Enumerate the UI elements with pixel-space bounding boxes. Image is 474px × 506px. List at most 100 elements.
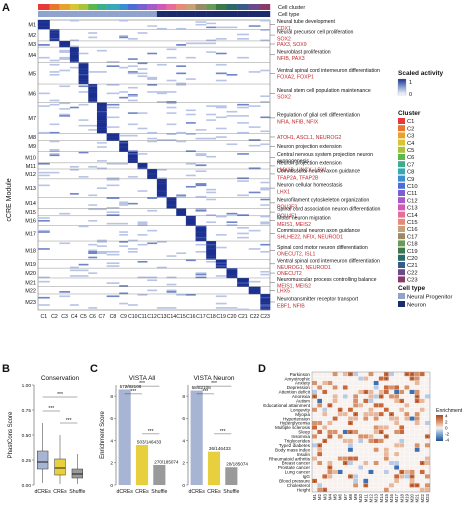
gwas-cell [332, 407, 338, 413]
gwas-cell [317, 407, 323, 413]
cluster-label-C17: C17 [196, 314, 206, 320]
gwas-cell [404, 465, 410, 470]
module-label-M13: M13 [25, 186, 36, 192]
barchart-ytick-label: 8 [110, 394, 113, 400]
heat-cell [49, 140, 60, 143]
gwas-cell [352, 469, 359, 475]
gwas-cell [322, 389, 328, 395]
gwas-cell [352, 425, 359, 430]
heat-cell [156, 183, 167, 185]
gwas-row-label: Insulin [297, 452, 311, 457]
gwas-row-label: Autism [296, 398, 310, 403]
heat-cell [69, 48, 79, 51]
gwas-cell [378, 407, 384, 413]
heat-cell [206, 258, 217, 260]
heat-cell [127, 86, 138, 89]
gwas-cell [337, 398, 343, 404]
heat-cell [38, 25, 50, 27]
annotation-genes: LHX1 [277, 189, 290, 195]
heat-cell [215, 260, 227, 263]
heat-cell [38, 276, 50, 279]
gwas-cell [388, 420, 395, 426]
heat-cell [49, 35, 60, 37]
gwas-cell [373, 389, 379, 395]
gwas-cell [388, 425, 395, 430]
heat-cell [49, 131, 60, 134]
heat-cell [106, 126, 120, 128]
heat-cell [185, 150, 196, 152]
heat-cell [147, 289, 158, 292]
boxplot-sig-label: *** [57, 392, 63, 398]
heat-cell [237, 122, 249, 124]
gwas-cell [311, 376, 318, 382]
heat-cell [226, 307, 238, 309]
gwas-cell [393, 465, 400, 470]
barchart-ytick-label: 2 [110, 461, 113, 467]
gwas-cell [388, 376, 395, 382]
gwas-cell [363, 465, 369, 470]
heat-cell [147, 91, 158, 93]
heat-cell [88, 85, 98, 88]
heat-cell [96, 102, 107, 105]
celltype-legend-title: Cell type [398, 285, 425, 292]
cluster-legend-swatch-C10 [398, 182, 405, 189]
gwas-cell [358, 394, 364, 399]
heat-cell [96, 126, 107, 128]
celltype-color-bar [38, 11, 271, 17]
gwas-cell [352, 451, 359, 457]
heat-cell [49, 150, 60, 152]
gwas-cell [378, 442, 384, 448]
gwas-cell [368, 474, 374, 479]
annotation-genes: SOX2 [277, 95, 291, 101]
gwas-cell [373, 416, 379, 422]
heat-cell [260, 222, 271, 225]
heat-cell [119, 134, 129, 137]
gwas-cell [378, 434, 384, 439]
gwas-cell [327, 487, 333, 493]
heat-cell [38, 22, 50, 25]
heat-cell [137, 293, 148, 296]
heat-cell [127, 58, 138, 60]
gwas-cell [347, 394, 354, 399]
heat-cell [195, 232, 207, 235]
vista-all-barchart: VISTA All 0 2 4 6 8 Enrichment Score 572/82106 d… [100, 375, 179, 495]
gwas-cell [424, 394, 431, 399]
gwas-cell [368, 385, 374, 390]
heat-cell [195, 272, 207, 274]
gwas-cell [393, 385, 400, 390]
gwas-cell [332, 478, 338, 484]
gwas-cell [347, 451, 354, 457]
gwas-cell [399, 434, 405, 439]
heat-cell [96, 208, 107, 211]
gwas-cell [327, 380, 333, 386]
gwas-cell [337, 420, 343, 426]
enrich-legend-tick: 2 [445, 420, 448, 425]
gwas-cell [352, 380, 359, 386]
heat-cell [88, 194, 98, 197]
barchart-sig-label: *** [148, 429, 154, 435]
heat-cell [226, 269, 238, 272]
gwas-cell [383, 438, 390, 444]
gwas-cell [414, 425, 420, 430]
heat-cell [69, 61, 79, 63]
annotation-term: Regulation of glial cell differentiation [277, 112, 360, 118]
heat-cell [237, 283, 249, 286]
gwas-cell [358, 380, 364, 386]
heat-cell [156, 63, 167, 66]
gwas-cell [378, 398, 384, 404]
heat-cell [166, 123, 177, 126]
gwas-cell [347, 456, 354, 462]
heat-cell [96, 146, 107, 148]
gwas-cell [322, 394, 328, 399]
gwas-cell [358, 487, 364, 493]
heat-cell [78, 82, 89, 85]
heat-cell [119, 20, 129, 22]
gwas-cell-star: * [314, 479, 316, 484]
gwas-cell [409, 442, 415, 448]
barchart-ytick-label: 8 [182, 394, 185, 400]
gwas-row-label: Sleep [298, 430, 310, 435]
gwas-cell [419, 385, 425, 390]
gwas-row-label: Hypertension [283, 416, 311, 421]
gwas-row-label: Hyperglycemia [280, 421, 311, 426]
barchart-xlabel-CREs: CREs [135, 489, 149, 495]
